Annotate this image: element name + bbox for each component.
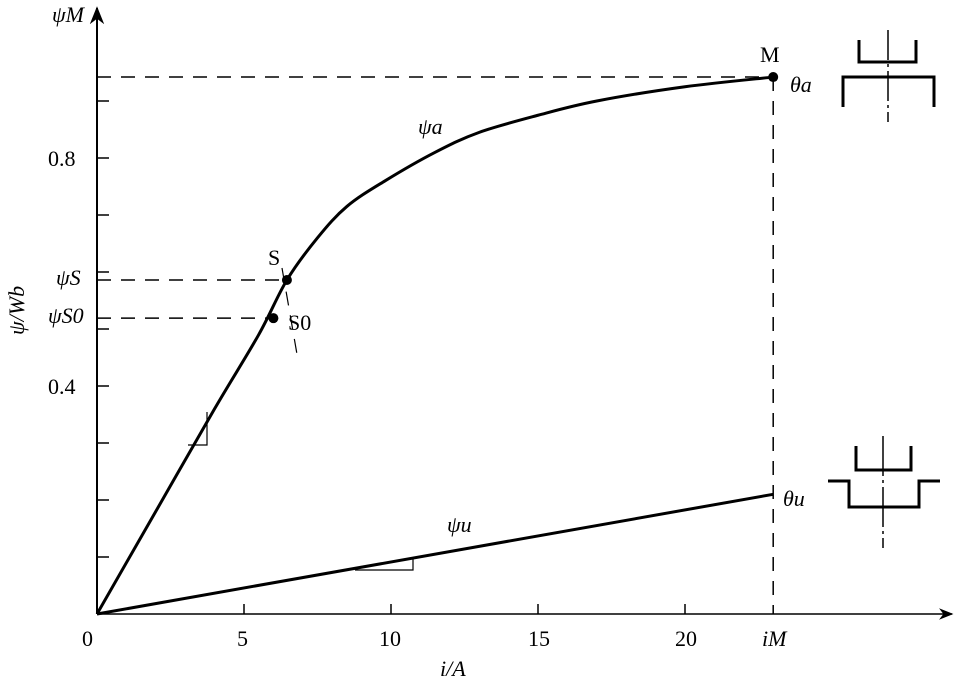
point-s0-label: S0: [288, 310, 311, 335]
x-tick-label: 10: [379, 626, 401, 651]
curves: [95, 72, 779, 616]
x-tick-label: 0: [82, 626, 93, 651]
psi-s0-label: ψS0: [48, 303, 84, 328]
point-m-label: M: [760, 42, 780, 67]
slope-triangle-a: [188, 412, 208, 446]
slope-triangle-u: [355, 559, 414, 571]
y-axis-label: ψ/Wb: [4, 286, 29, 335]
curve-u-label: ψu: [447, 512, 472, 537]
y-tick-label: 0.4: [48, 374, 76, 399]
y-tick-label: 0.8: [48, 146, 76, 171]
x-axis-label: i/A: [440, 656, 466, 681]
point-s: [281, 274, 292, 285]
point-s0: [268, 313, 279, 324]
theta-a-label: θa: [790, 72, 812, 97]
tangent-dashed: [281, 267, 299, 361]
x-tick-label: 20: [675, 626, 697, 651]
axis-ticks: [96, 100, 686, 614]
x-tick-label: 15: [528, 626, 550, 651]
armature-released-icon: [828, 436, 940, 548]
curve-a-label: ψa: [418, 114, 443, 139]
i-m-label: iM: [762, 626, 788, 651]
x-tick-label: 5: [237, 626, 248, 651]
dashed-guides: [97, 76, 774, 614]
point-s-label: S: [268, 245, 280, 270]
theta-u-label: θu: [783, 486, 805, 511]
psi-m-label: ψM: [52, 2, 86, 27]
curve-psi-a: [95, 75, 774, 615]
curve-psi-u: [96, 492, 774, 616]
point-m: [768, 72, 779, 83]
armature-attracted-icon: [841, 30, 936, 122]
psi-s-label: ψS: [56, 265, 81, 290]
